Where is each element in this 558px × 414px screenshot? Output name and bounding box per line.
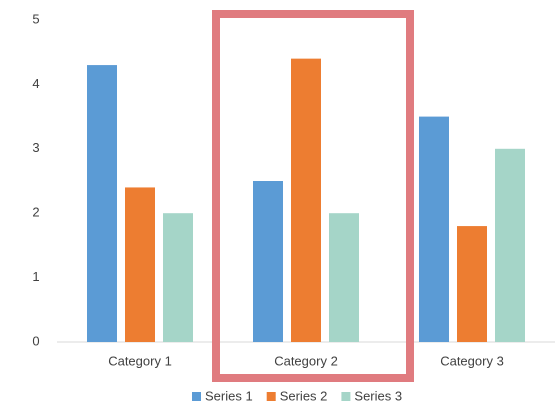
bar	[163, 213, 193, 342]
bar	[495, 148, 525, 342]
x-tick-label: Category 3	[440, 353, 504, 368]
y-tick-label: 4	[32, 76, 39, 91]
legend-label: Series 3	[354, 388, 402, 403]
bar	[87, 65, 117, 342]
bar	[457, 226, 487, 342]
bar	[253, 181, 283, 342]
y-tick-label: 3	[32, 140, 39, 155]
bar	[329, 213, 359, 342]
bar	[419, 116, 449, 342]
legend-swatch	[341, 392, 351, 401]
bar	[291, 58, 321, 342]
y-tick-label: 0	[32, 333, 39, 348]
legend-swatch	[192, 392, 201, 401]
legend-label: Series 1	[205, 388, 253, 403]
legend-label: Series 2	[280, 388, 328, 403]
bar	[125, 187, 155, 342]
legend-swatch	[266, 392, 276, 401]
highlight-frame	[212, 10, 414, 382]
x-tick-label: Category 2	[274, 353, 338, 368]
x-tick-label: Category 1	[108, 353, 172, 368]
y-tick-label: 1	[32, 269, 39, 284]
y-tick-label: 5	[32, 11, 39, 26]
y-tick-label: 2	[32, 205, 39, 220]
